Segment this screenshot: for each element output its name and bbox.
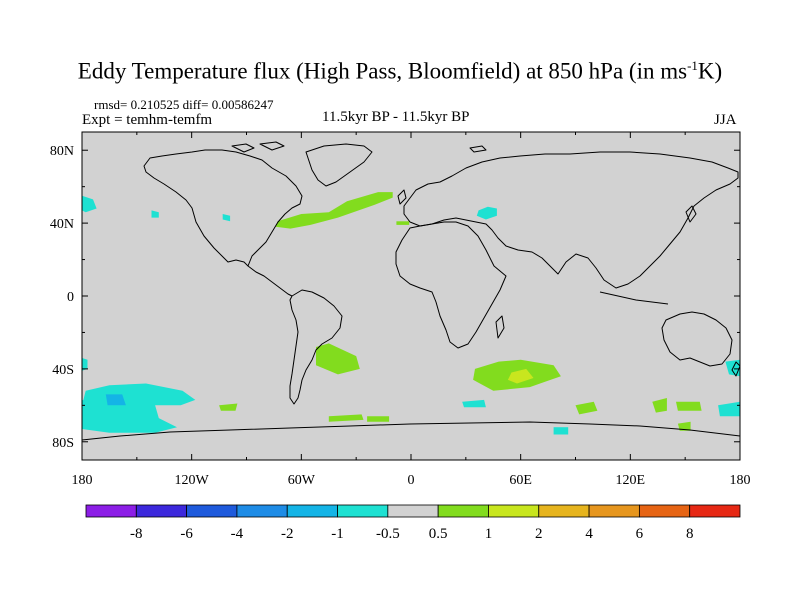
south-atlantic-patch — [316, 343, 360, 375]
south-atlantic-small-patch — [462, 399, 486, 408]
y-tick-label: 40S — [52, 363, 74, 378]
southern-ocean-patch-8 — [553, 427, 569, 435]
coastline-eurasia — [403, 151, 739, 289]
coastline-greenland — [305, 143, 373, 187]
colorbar-swatch — [286, 504, 338, 518]
colorbar-swatch — [236, 504, 288, 518]
y-tick-label: 80S — [52, 436, 74, 451]
colorbar-label: 6 — [636, 526, 644, 542]
y-tick-label: 0 — [67, 290, 74, 305]
coastline-africa — [395, 221, 507, 349]
colorbar-label: 4 — [585, 526, 593, 542]
colorbar-swatch — [588, 504, 640, 518]
southern-ocean-patch-7 — [677, 421, 691, 431]
chart-title: Eddy Temperature flux (High Pass, Bloomf… — [0, 58, 800, 85]
colorbar-swatch — [538, 504, 590, 518]
coastline-antarctica — [81, 421, 741, 441]
period-label: 11.5kyr BP - 11.5kyr BP — [322, 109, 470, 125]
iberia-strip — [396, 221, 410, 225]
x-tick-label: 120E — [616, 473, 646, 488]
north-atlantic-band — [275, 192, 393, 229]
colorbar-swatch — [488, 504, 540, 518]
x-tick-label: 180 — [72, 473, 93, 488]
colorbar-swatch — [337, 504, 389, 518]
title-main: Eddy Temperature flux (High Pass, Bloomf… — [77, 58, 688, 84]
colorbar-label: -2 — [281, 526, 294, 542]
colorbar-swatch — [437, 504, 489, 518]
colorbar-label: 2 — [535, 526, 543, 542]
title-end: K) — [697, 58, 723, 84]
colorbar-swatch — [387, 504, 439, 518]
coastline-south-america — [289, 289, 343, 405]
south-indian-core — [507, 368, 534, 384]
southeast-pacific-patch — [718, 401, 740, 417]
coastline-madagascar — [495, 315, 505, 339]
southern-ocean-patch-5 — [652, 398, 667, 413]
colorbar-label: -6 — [180, 526, 193, 542]
colorbar-label: 0.5 — [429, 526, 448, 542]
southern-ocean-patch-2 — [328, 414, 364, 422]
coastline-australia — [661, 311, 733, 367]
coastline-arctic-islands — [231, 141, 487, 153]
colorbar-label: -0.5 — [376, 526, 400, 542]
southwest-pacific-patch — [82, 399, 90, 417]
coastline-layer — [81, 141, 741, 441]
coastline-north-america — [143, 149, 303, 267]
coastline-new-zealand — [731, 361, 741, 377]
x-tick-label: 120W — [175, 473, 210, 488]
colorbar-label: -4 — [231, 526, 244, 542]
x-axis: 180 120W 60W 0 60E 120E 180 — [72, 132, 751, 488]
colorbar-label: -8 — [130, 526, 143, 542]
map-background — [82, 132, 740, 460]
anomaly-layer — [82, 192, 740, 435]
coastline-japan — [685, 205, 697, 223]
coastline-central-america — [247, 265, 293, 297]
colorbar-swatch — [135, 504, 188, 518]
black-sea-patch — [476, 206, 497, 220]
x-tick-label: 0 — [408, 473, 415, 488]
title-unit-superscript: -1 — [687, 58, 698, 73]
x-tick-label: 180 — [730, 473, 751, 488]
southern-ocean-patch-3 — [367, 416, 390, 422]
south-pacific-core — [105, 394, 126, 406]
southern-ocean-patch-1 — [219, 403, 238, 411]
y-tick-label: 40N — [50, 217, 74, 232]
season-label: JJA — [714, 112, 737, 128]
x-tick-label: 60E — [509, 473, 532, 488]
coastline-indonesia — [599, 291, 669, 305]
stats-label: rmsd= 0.210525 diff= 0.00586247 — [94, 97, 274, 112]
north-america-small-patch — [222, 214, 231, 222]
coastline-uk — [397, 189, 407, 205]
southern-ocean-patch-4 — [575, 401, 598, 415]
colorbar-swatch — [638, 504, 691, 518]
colorbar-label: 8 — [686, 526, 694, 542]
x-tick-label: 60W — [288, 473, 316, 488]
colorbar-label: -1 — [331, 526, 344, 542]
y-axis: 80N 40N 0 40S 80S — [50, 144, 740, 451]
y-tick-label: 80N — [50, 144, 74, 159]
new-zealand-patch — [82, 358, 88, 371]
experiment-label: Expt = temhm-temfm — [82, 112, 213, 128]
colorbar-swatch — [186, 504, 238, 518]
colorbar: -8 -6 -4 -2 -1 -0.5 0.5 1 2 4 6 8 — [85, 504, 741, 542]
colorbar-swatch — [689, 504, 741, 518]
colorbar-label: 1 — [485, 526, 493, 542]
north-pacific-east-patch — [151, 210, 159, 218]
north-pacific-west-patch — [82, 195, 97, 213]
colorbar-swatch — [85, 504, 137, 518]
southern-ocean-patch-6 — [676, 401, 702, 411]
